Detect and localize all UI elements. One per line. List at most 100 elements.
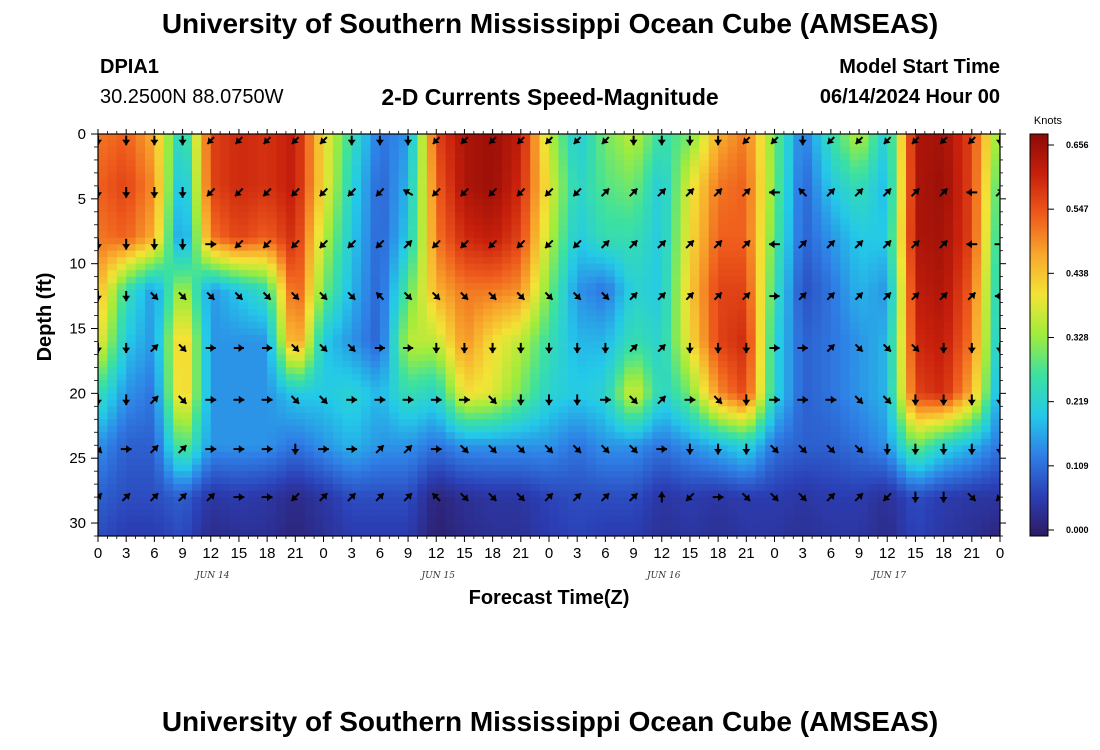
heatmap-cell [755, 360, 766, 369]
heatmap-cell [981, 438, 992, 446]
heatmap-cell [830, 309, 841, 317]
heatmap-cell [915, 386, 926, 394]
heatmap-cell [924, 263, 935, 271]
heatmap-cell [699, 172, 710, 180]
heatmap-cell [859, 373, 870, 381]
heatmap-cell [971, 367, 982, 375]
heatmap-cell [398, 328, 409, 336]
heatmap-cell [276, 244, 287, 252]
heatmap-cell [746, 172, 757, 180]
heatmap-cell [595, 296, 606, 304]
heatmap-cell [323, 198, 334, 206]
heatmap-cell [586, 419, 597, 427]
heatmap-cell [567, 347, 578, 356]
heatmap-cell [135, 406, 146, 414]
heatmap-cell [661, 296, 672, 304]
heatmap-cell [774, 250, 785, 258]
heatmap-cell [473, 192, 484, 200]
heatmap-cell [530, 205, 541, 213]
heatmap-cell [154, 283, 165, 291]
heatmap-cell [981, 406, 992, 414]
heatmap-cell [830, 406, 841, 414]
heatmap-cell [990, 412, 1000, 420]
heatmap-cell [502, 309, 513, 317]
heatmap-cell [783, 283, 794, 291]
heatmap-cell [981, 211, 992, 219]
heatmap-cell [304, 451, 315, 459]
heatmap-cell [126, 380, 137, 388]
heatmap-cell [304, 231, 315, 239]
heatmap-cell [689, 406, 700, 414]
heatmap-cell [943, 224, 954, 232]
heatmap-cell [436, 283, 447, 291]
heatmap-cell [408, 198, 419, 206]
heatmap-cell [765, 179, 776, 187]
heatmap-cell [605, 354, 616, 362]
heatmap-cell [765, 335, 776, 343]
heatmap-cell [220, 322, 231, 330]
heatmap-cell [191, 134, 202, 142]
heatmap-cell [502, 341, 513, 349]
heatmap-cell [765, 185, 776, 193]
heatmap-cell [210, 244, 221, 252]
heatmap-cell [135, 322, 146, 330]
heatmap-cell [295, 283, 306, 291]
heatmap-cell [492, 412, 503, 420]
heatmap-cell [661, 231, 672, 239]
heatmap-cell [868, 360, 879, 369]
heatmap-cell [370, 341, 381, 349]
heatmap-cell [483, 159, 494, 168]
heatmap-cell [276, 432, 287, 440]
heatmap-cell [398, 425, 409, 433]
heatmap-cell [642, 205, 653, 213]
speed-heatmap [98, 134, 1000, 536]
heatmap-cell [276, 166, 287, 174]
heatmap-cell [774, 166, 785, 174]
heatmap-cell [577, 432, 588, 440]
heatmap-cell [990, 159, 1000, 168]
heatmap-cell [708, 250, 719, 258]
heatmap-cell [267, 237, 278, 245]
heatmap-cell [351, 322, 362, 330]
heatmap-cell [248, 464, 259, 472]
heatmap-cell [511, 451, 522, 459]
heatmap-cell [417, 412, 428, 420]
heatmap-cell [323, 257, 334, 265]
heatmap-cell [520, 166, 531, 174]
heatmap-cell [464, 134, 475, 142]
heatmap-cell [220, 218, 231, 226]
heatmap-cell [915, 445, 926, 453]
heatmap-cell [689, 367, 700, 375]
heatmap-cell [859, 289, 870, 297]
heatmap-cell [473, 198, 484, 206]
heatmap-cell [229, 185, 240, 193]
heatmap-cell [389, 335, 400, 343]
heatmap-cell [661, 347, 672, 356]
heatmap-cell [455, 380, 466, 388]
heatmap-cell [370, 302, 381, 310]
heatmap-cell [755, 250, 766, 258]
heatmap-cell [915, 289, 926, 297]
heatmap-cell [661, 451, 672, 459]
heatmap-cell [727, 464, 738, 472]
heatmap-cell [276, 451, 287, 459]
heatmap-cell [727, 192, 738, 200]
heatmap-cell [191, 458, 202, 466]
heatmap-cell [417, 406, 428, 414]
heatmap-cell [417, 386, 428, 394]
heatmap-cell [502, 166, 513, 174]
heatmap-cell [586, 386, 597, 394]
heatmap-cell [201, 322, 212, 330]
heatmap-cell [229, 432, 240, 440]
heatmap-cell [201, 406, 212, 414]
heatmap-cell [389, 134, 400, 142]
heatmap-cell [783, 380, 794, 388]
heatmap-cell [877, 347, 888, 356]
heatmap-cell [116, 412, 127, 420]
heatmap-cell [605, 347, 616, 356]
heatmap-cell [511, 386, 522, 394]
heatmap-cell [173, 309, 184, 317]
heatmap-cell [135, 153, 146, 161]
heatmap-cell [511, 464, 522, 472]
heatmap-cell [558, 445, 569, 453]
